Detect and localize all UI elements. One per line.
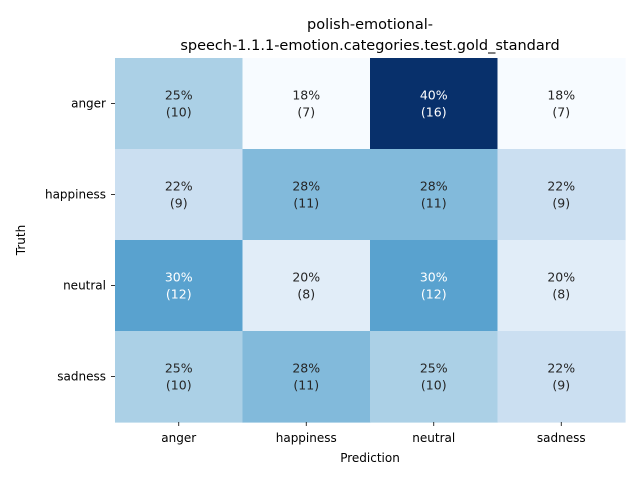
cell-percent-label: 28% <box>292 179 320 194</box>
x-tick-label-neutral: neutral <box>412 431 455 445</box>
cell-percent-label: 30% <box>165 270 193 285</box>
heatmap-cell-happiness-anger <box>115 149 244 241</box>
cell-percent-label: 28% <box>292 361 320 376</box>
heatmap-cell-neutral-sadness <box>497 240 626 332</box>
cell-percent-label: 25% <box>420 361 448 376</box>
y-tick-label-sadness: sadness <box>57 370 106 384</box>
cell-count-label: (9) <box>170 196 188 211</box>
y-tick-label-happiness: happiness <box>45 188 106 202</box>
chart-title-line-2: speech-1.1.1-emotion.categories.test.gol… <box>180 38 559 54</box>
y-axis-label: Truth <box>14 225 28 256</box>
cell-count-label: (11) <box>293 378 319 393</box>
heatmap-cell-anger-sadness <box>497 58 626 150</box>
cell-count-label: (7) <box>297 105 315 120</box>
heatmap-cell-neutral-anger <box>115 240 244 332</box>
heatmap-cell-anger-anger <box>115 58 244 150</box>
cell-count-label: (11) <box>421 196 447 211</box>
heatmap-cell-sadness-neutral <box>370 331 499 423</box>
cell-percent-label: 18% <box>292 88 320 103</box>
heatmap-cell-sadness-sadness <box>497 331 626 423</box>
heatmap-cell-neutral-happiness <box>242 240 371 332</box>
cell-percent-label: 22% <box>547 361 575 376</box>
heatmap-cell-happiness-neutral <box>370 149 499 241</box>
heatmap-cell-happiness-sadness <box>497 149 626 241</box>
y-tick-labels: anger happiness neutral sadness <box>45 97 115 384</box>
cell-count-label: (11) <box>293 196 319 211</box>
x-tick-label-anger: anger <box>161 431 196 445</box>
cell-count-label: (10) <box>166 105 192 120</box>
x-axis-label: Prediction <box>340 451 400 465</box>
cell-count-label: (16) <box>421 105 447 120</box>
cell-count-label: (9) <box>552 196 570 211</box>
heatmap-cell-sadness-anger <box>115 331 244 423</box>
heatmap-cell-sadness-happiness <box>242 331 371 423</box>
cell-percent-label: 40% <box>420 88 448 103</box>
cell-count-label: (8) <box>552 287 570 302</box>
chart-title-line-1: polish-emotional- <box>307 17 433 33</box>
x-tick-label-happiness: happiness <box>276 431 337 445</box>
x-tick-label-sadness: sadness <box>537 431 586 445</box>
heatmap-cell-anger-happiness <box>242 58 371 150</box>
y-tick-label-neutral: neutral <box>63 279 106 293</box>
heatmap-cell-happiness-happiness <box>242 149 371 241</box>
cell-percent-label: 22% <box>165 179 193 194</box>
cell-percent-label: 18% <box>547 88 575 103</box>
cell-percent-label: 25% <box>165 88 193 103</box>
y-tick-label-anger: anger <box>71 97 106 111</box>
heatmap-cell-neutral-neutral <box>370 240 499 332</box>
cell-percent-label: 28% <box>420 179 448 194</box>
cell-percent-label: 22% <box>547 179 575 194</box>
cell-count-label: (12) <box>421 287 447 302</box>
cell-percent-label: 20% <box>547 270 575 285</box>
cell-count-label: (10) <box>421 378 447 393</box>
cell-count-label: (7) <box>552 105 570 120</box>
cell-count-label: (12) <box>166 287 192 302</box>
heatmap-cells: 25% (10) 18% (7) 40% (16) 18% (7) 22% (9) 28% (11) 2… <box>115 58 626 423</box>
cell-percent-label: 20% <box>292 270 320 285</box>
cell-percent-label: 25% <box>165 361 193 376</box>
cell-count-label: (9) <box>552 378 570 393</box>
cell-percent-label: 30% <box>420 270 448 285</box>
cell-count-label: (8) <box>297 287 315 302</box>
x-tick-labels: anger happiness neutral sadness <box>161 422 586 445</box>
cell-count-label: (10) <box>166 378 192 393</box>
heatmap-cell-anger-neutral <box>370 58 499 150</box>
